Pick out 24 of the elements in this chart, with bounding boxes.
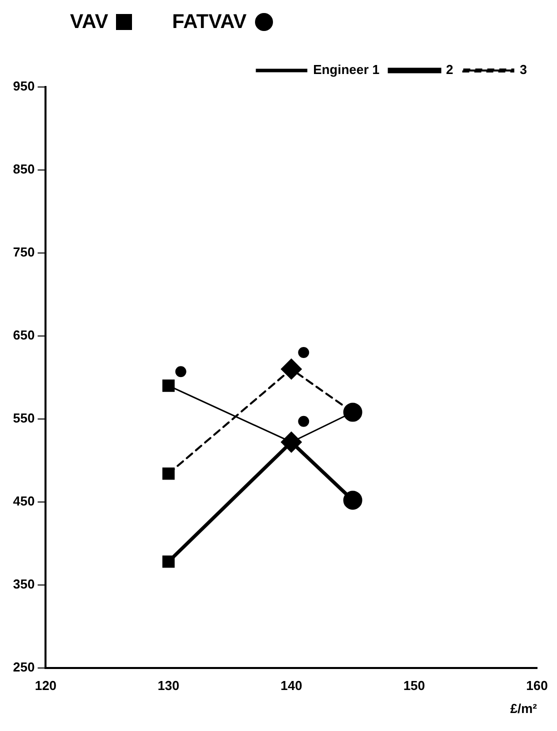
x-tick-label: 160: [526, 678, 548, 694]
y-tick-label: 550: [12, 410, 35, 426]
text: FATVAV: [172, 10, 247, 34]
y-tick-label: 250: [12, 659, 35, 674]
y-tick-label: 850: [12, 162, 35, 177]
point: [162, 380, 175, 392]
legend-label: Engineer 1: [313, 62, 380, 78]
point: [298, 347, 310, 358]
legend-label: 2: [446, 62, 454, 78]
point: [298, 416, 310, 427]
x-tick-label: 150: [403, 678, 426, 694]
y-tick-label: 950: [12, 78, 35, 94]
point: [280, 358, 302, 380]
point: [175, 366, 186, 378]
y-tick-label: 750: [12, 244, 35, 260]
y-tick-label: 350: [12, 576, 35, 592]
text: VAV: [70, 10, 108, 34]
x-tick-label: 140: [280, 678, 302, 694]
y-tick-label: 650: [12, 327, 35, 342]
legend-label: 3: [520, 62, 528, 78]
x-tick-label: 130: [158, 678, 180, 694]
x-tick-label: 120: [34, 678, 57, 694]
y-tick-label: 450: [12, 493, 35, 508]
x-axis-title: £/m²: [510, 700, 538, 716]
